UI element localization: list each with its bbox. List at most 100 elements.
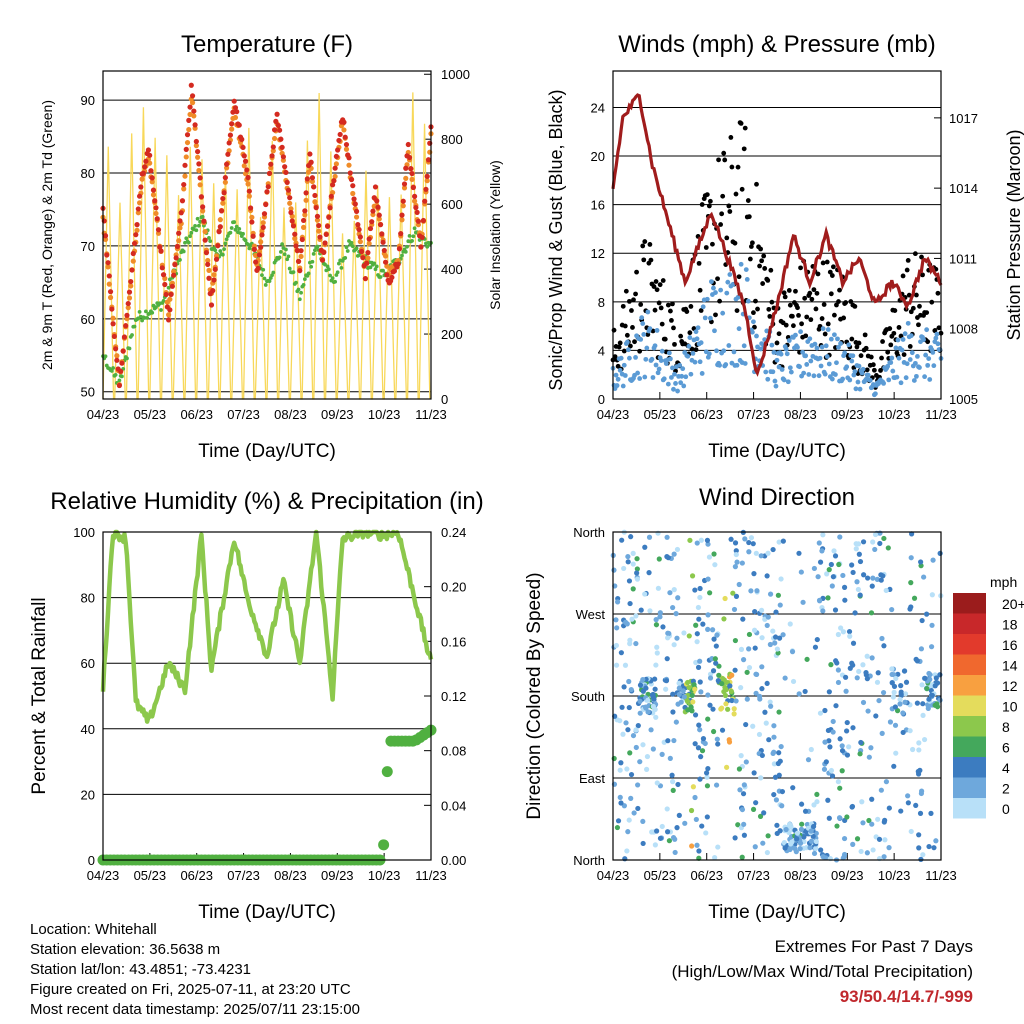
- data-point: [775, 650, 781, 656]
- data-point: [746, 631, 753, 638]
- data-point: [722, 692, 729, 699]
- data-point: [804, 656, 810, 662]
- data-point: [153, 205, 159, 211]
- data-point: [150, 192, 157, 198]
- data-point: [395, 261, 401, 267]
- data-point: [729, 697, 735, 704]
- data-point: [768, 267, 774, 273]
- data-point: [253, 252, 259, 258]
- data-point: [856, 551, 862, 557]
- data-point: [868, 610, 875, 616]
- data-point: [695, 664, 702, 670]
- data-point: [770, 750, 776, 757]
- data-point: [642, 591, 648, 597]
- data-point: [849, 358, 855, 364]
- data-point: [737, 787, 743, 793]
- data-point: [375, 204, 381, 210]
- data-point: [864, 850, 870, 856]
- data-point: [924, 686, 930, 692]
- data-point: [656, 366, 662, 372]
- x-tick-label: 09/23: [831, 868, 864, 883]
- data-point: [777, 758, 783, 764]
- legend-swatch: [953, 593, 986, 614]
- data-point: [931, 845, 937, 851]
- data-point: [908, 604, 914, 610]
- x-tick-label: 10/23: [368, 407, 401, 422]
- data-point: [786, 288, 792, 293]
- data-point: [130, 250, 136, 257]
- data-point: [835, 679, 842, 686]
- data-point: [671, 325, 676, 331]
- data-point: [913, 656, 919, 662]
- data-point: [665, 738, 671, 744]
- data-point: [331, 178, 337, 184]
- data-point: [888, 360, 894, 365]
- data-point: [662, 336, 668, 342]
- data-point: [670, 779, 676, 785]
- data-point: [197, 182, 203, 188]
- data-point: [719, 705, 725, 711]
- data-point: [899, 347, 905, 353]
- data-point: [911, 595, 918, 601]
- chart-title: Temperature (F): [181, 31, 353, 58]
- data-point: [713, 312, 718, 318]
- data-point: [793, 849, 799, 855]
- data-point: [721, 150, 727, 156]
- data-point: [382, 253, 389, 259]
- data-point: [720, 193, 726, 199]
- data-point: [853, 386, 859, 392]
- data-point: [724, 235, 730, 241]
- data-point: [341, 119, 347, 125]
- data-point: [723, 362, 729, 367]
- data-point: [832, 607, 839, 613]
- data-point: [171, 272, 177, 278]
- data-point: [357, 234, 363, 240]
- data-point: [811, 823, 817, 830]
- y-right-tick-label: 1014: [949, 181, 978, 196]
- data-point: [824, 259, 830, 265]
- data-point: [914, 373, 919, 379]
- data-point: [244, 167, 250, 173]
- data-point: [916, 747, 922, 753]
- data-point: [824, 354, 830, 359]
- data-point: [924, 310, 930, 316]
- data-point: [687, 335, 693, 340]
- data-point: [624, 332, 630, 338]
- data-point: [269, 153, 275, 159]
- data-point: [727, 272, 733, 277]
- x-tick-label: 07/23: [227, 407, 260, 422]
- data-point: [808, 746, 814, 753]
- data-point: [628, 343, 633, 349]
- y-tick-label: 16: [591, 198, 605, 213]
- data-point: [750, 723, 756, 729]
- data-point: [680, 366, 686, 372]
- data-point: [120, 374, 124, 379]
- data-point: [860, 539, 867, 545]
- data-point: [826, 567, 832, 573]
- data-point: [797, 364, 802, 370]
- data-point: [733, 191, 739, 197]
- y-right-axis-label: Solar Insolation (Yellow): [487, 160, 503, 310]
- data-point: [713, 660, 719, 666]
- data-point: [260, 224, 266, 230]
- data-point: [745, 298, 751, 304]
- data-point: [890, 694, 896, 700]
- data-point: [179, 198, 186, 204]
- data-point: [230, 109, 236, 115]
- data-point: [740, 616, 746, 622]
- data-point: [836, 561, 842, 568]
- data-point: [659, 751, 665, 757]
- data-point: [825, 797, 831, 803]
- data-point: [758, 775, 764, 781]
- data-point: [864, 653, 870, 659]
- data-point: [330, 182, 336, 188]
- data-point: [267, 279, 272, 284]
- data-point: [677, 362, 683, 368]
- data-point: [670, 691, 676, 697]
- data-point: [408, 166, 414, 172]
- data-point: [109, 306, 115, 312]
- data-point: [837, 287, 842, 293]
- data-point: [251, 246, 257, 252]
- data-point: [155, 227, 162, 233]
